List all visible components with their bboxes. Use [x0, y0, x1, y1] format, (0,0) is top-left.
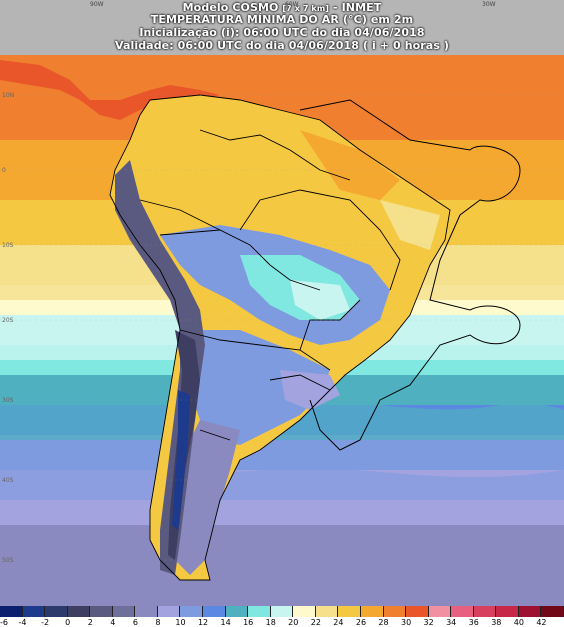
- model-name: Modelo COSMO: [182, 1, 279, 14]
- lon-label-90w: 90W: [90, 1, 104, 8]
- colorbar-swatch: [518, 606, 542, 617]
- colorbar-legend: -6 -4 -2 0 2 4 6 8 10 12 14 16 18 20 22 24 26 28 30 32 34 36 3…: [0, 606, 564, 627]
- colorbar-tick-label: 20: [288, 618, 299, 627]
- colorbar-swatch: [135, 606, 158, 617]
- country-borders: [109, 94, 451, 581]
- colorbar-swatch: [203, 606, 226, 617]
- colorbar-tick-label: 30: [400, 618, 412, 627]
- lat-label-20s: 20S: [2, 317, 14, 324]
- title-line-1: Modelo COSMO [7 x 7 km] - INMET: [0, 1, 564, 14]
- colorbar-tick-label: 2: [87, 618, 93, 627]
- colorbar-tick-label: 26: [355, 618, 367, 627]
- colorbar-swatch: [225, 606, 249, 617]
- domain-outline: [299, 99, 521, 451]
- colorbar-swatch: [451, 606, 474, 617]
- colorbar-swatch: [90, 606, 113, 617]
- colorbar-tick-label: 40: [513, 618, 524, 627]
- model-source: - INMET: [332, 1, 382, 14]
- lat-label-40s: 40S: [2, 477, 14, 484]
- colorbar-tick-label: 14: [220, 618, 231, 627]
- colorbar-tick-label: 22: [310, 618, 321, 627]
- colorbar-swatch: [157, 606, 181, 617]
- colorbar-swatch: [0, 606, 23, 617]
- model-resolution: [7 x 7 km]: [282, 4, 330, 13]
- colorbar-tick-label: 18: [265, 618, 276, 627]
- colorbar-tick-label: -6: [0, 618, 8, 627]
- colorbar-swatch: [22, 606, 46, 617]
- colorbar-swatch: [45, 606, 68, 617]
- colorbar-swatch: [180, 606, 204, 617]
- colorbar-swatch: [360, 606, 384, 617]
- colorbar-tick-label: -2: [41, 618, 50, 627]
- colorbar-swatch: [67, 606, 91, 617]
- colorbar-swatch: [270, 606, 294, 617]
- lat-label-0: 0: [2, 167, 6, 174]
- colorbar-tick-label: 6: [132, 618, 138, 627]
- colorbar-swatch: [496, 606, 519, 617]
- colorbar-swatch: [293, 606, 316, 617]
- colorbar-tick-label: 24: [333, 618, 344, 627]
- colorbar-tick-label: 28: [378, 618, 389, 627]
- colorbar-tick-label: 4: [110, 618, 116, 627]
- initialization-label: Inicialização (i): 06:00 UTC do dia 04/0…: [139, 26, 425, 39]
- lat-label-10n: 10N: [2, 92, 15, 99]
- colorbar-swatch: [541, 606, 564, 617]
- lon-label-60w: 60W: [285, 1, 299, 8]
- colorbar-tick-label: 0: [65, 618, 71, 627]
- validity-label: Validade: 06:00 UTC do dia 04/06/2018 ( …: [114, 39, 450, 52]
- colorbar-tick-label: -4: [18, 618, 27, 627]
- lon-label-30w: 30W: [482, 1, 496, 8]
- colorbar-tick-label: 42: [536, 618, 547, 627]
- colorbar-swatch: [473, 606, 497, 617]
- colorbar-tick-label: 8: [155, 618, 161, 627]
- colorbar-swatch: [406, 606, 429, 617]
- colorbar-swatch: [315, 606, 339, 617]
- temperature-map: [0, 0, 564, 606]
- colorbar-tick-label: 34: [446, 618, 457, 627]
- colorbar-swatch: [383, 606, 407, 617]
- colorbar-tick-label: 32: [423, 618, 434, 627]
- colorbar-tick-label: 16: [243, 618, 254, 627]
- colorbar-tick-label: 38: [491, 618, 502, 627]
- variable-title: TEMPERATURA MÍNIMA DO AR (°C) em 2m: [150, 13, 414, 26]
- colorbar-tick-label: 12: [197, 618, 209, 627]
- lat-label-30s: 30S: [2, 397, 14, 404]
- colorbar-swatch: [338, 606, 361, 617]
- colorbar-tick-label: 10: [175, 618, 186, 627]
- lat-label-10s: 10S: [2, 242, 14, 249]
- colorbar-swatch: [428, 606, 452, 617]
- colorbar-swatch: [248, 606, 271, 617]
- lat-label-50s: 50S: [2, 557, 14, 564]
- colorbar-tick-label: 36: [468, 618, 479, 627]
- colorbar-swatch: [112, 606, 136, 617]
- top-band: [0, 0, 564, 60]
